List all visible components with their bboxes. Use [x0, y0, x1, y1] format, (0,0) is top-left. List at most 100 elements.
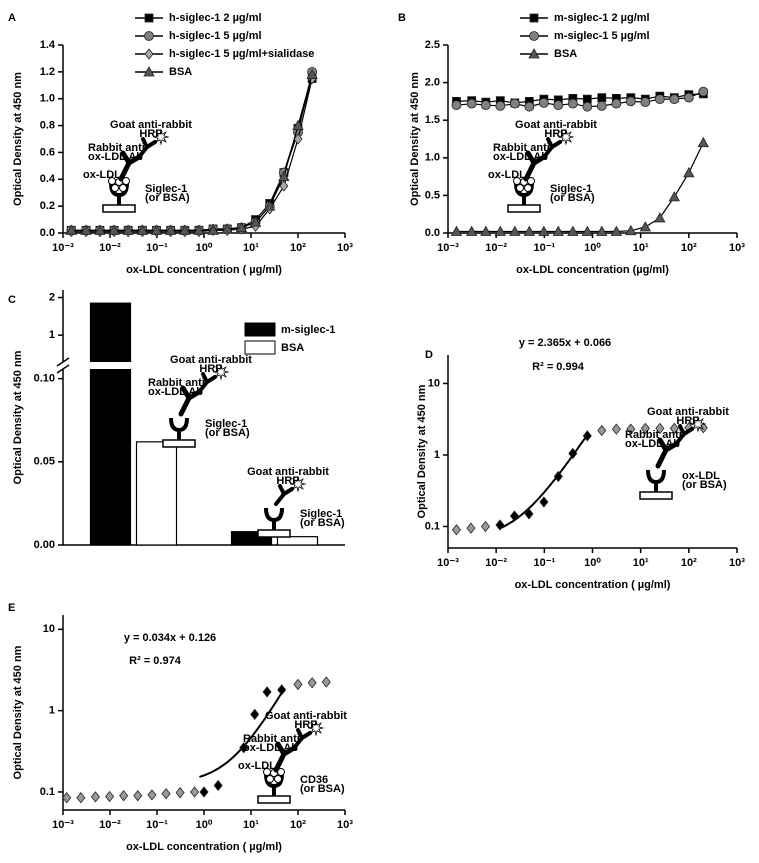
marker: [65, 224, 77, 235]
x-tick-label: 10⁻¹: [533, 242, 555, 254]
y-tick-label: 0.1: [425, 520, 440, 532]
x-tick-label: 10⁻²: [485, 557, 507, 569]
marker: [161, 788, 171, 800]
marker: [239, 742, 249, 754]
legend-swatch: [244, 340, 276, 355]
marker: [509, 225, 521, 236]
inset-label: ox-LDL Ab: [243, 742, 298, 754]
inset-label: Goat anti-rabbit: [110, 119, 192, 131]
marker: [179, 224, 191, 235]
inset-label: CD36: [300, 774, 328, 786]
marker: [539, 496, 549, 508]
marker: [207, 224, 219, 235]
inset-label: (or BSA): [682, 479, 727, 491]
marker: [62, 792, 72, 804]
inset-label: HRP: [544, 128, 567, 140]
marker: [654, 212, 666, 223]
marker: [221, 223, 233, 234]
x-tick-label: 10³: [729, 557, 745, 569]
marker: [175, 787, 185, 799]
marker: [90, 791, 100, 803]
marker: [80, 224, 92, 235]
legend-marker: [144, 13, 154, 23]
legend-marker: [144, 48, 154, 60]
marker: [524, 508, 534, 520]
inset-label: Siglec-1: [300, 508, 342, 520]
marker: [523, 225, 536, 236]
inset-label: HRP: [199, 363, 222, 375]
marker: [669, 94, 680, 105]
inset-label: ox-LDL Ab: [625, 438, 680, 450]
inset-label: ox-LDL: [238, 760, 276, 772]
x-tick-label: 10²: [290, 819, 306, 831]
y-tick-label: 1.0: [425, 152, 440, 164]
plate: [257, 795, 291, 804]
fit-r-squared: R² = 0.994: [532, 361, 585, 373]
secondary-antibody: [542, 137, 562, 159]
hrp-enzyme: [689, 415, 707, 433]
x-tick-label: 10²: [290, 242, 306, 254]
marker: [465, 225, 478, 236]
hrp-enzyme: [557, 128, 575, 146]
y-tick-label: 1.2: [40, 66, 55, 78]
ligand-particle: [513, 177, 521, 185]
marker: [480, 225, 492, 236]
marker: [568, 447, 578, 460]
marker: [235, 221, 248, 233]
marker: [147, 789, 157, 801]
inset-label: (or BSA): [145, 192, 190, 204]
marker: [509, 98, 520, 109]
x-axis-title: ox-LDL concentration ( µg/ml): [126, 264, 282, 276]
x-axis-title: ox-LDL concentration ( µg/ml): [515, 579, 671, 591]
x-axis-title: ox-LDL concentration ( µg/ml): [126, 841, 282, 853]
ligand-particle: [266, 775, 274, 783]
inset-label: HRP: [139, 128, 162, 140]
inset-label: ox-LDL Ab: [493, 151, 548, 163]
marker: [669, 422, 679, 435]
legend-marker: [143, 66, 155, 77]
legend-swatch: [244, 322, 276, 337]
x-tick-label: 10¹: [243, 242, 259, 254]
marker: [108, 224, 120, 235]
marker: [193, 224, 205, 235]
marker: [466, 98, 477, 109]
marker: [611, 98, 622, 109]
x-tick-label: 10⁻²: [485, 242, 507, 254]
x-tick-label: 10³: [337, 242, 353, 254]
panel-letter: C: [8, 294, 16, 306]
x-tick-label: 10³: [729, 242, 745, 254]
inset-label: Rabbit anti: [148, 377, 205, 389]
marker: [610, 225, 623, 236]
inset-label: ox-LDL Ab: [148, 386, 203, 398]
y-axis-title: Optical Density at 450 nm: [416, 384, 428, 518]
marker: [668, 191, 681, 202]
x-axis-title: ox-LDL concentration (µg/ml): [516, 264, 669, 276]
x-tick-label: 10⁻¹: [146, 242, 168, 254]
marker: [451, 100, 462, 111]
x-tick-label: 10⁻¹: [146, 819, 168, 831]
x-tick-label: 10⁻²: [99, 242, 121, 254]
secondary-antibody: [674, 424, 694, 446]
legend-label: BSA: [169, 66, 192, 78]
panel-letter: B: [398, 12, 406, 24]
plate: [639, 491, 673, 500]
y-tick-label: 1.5: [425, 114, 440, 126]
marker: [567, 98, 578, 109]
x-tick-label: 10⁰: [584, 557, 601, 569]
marker: [213, 779, 223, 792]
ligand-particle: [524, 184, 532, 192]
marker: [450, 225, 463, 236]
y-tick-label: 0.0: [40, 227, 55, 239]
marker: [190, 786, 200, 798]
inset-label: ox-LDL: [83, 169, 121, 181]
inset-label: Rabbit anti: [243, 733, 300, 745]
marker: [150, 224, 163, 235]
inset-label: (or BSA): [300, 783, 345, 795]
marker: [264, 200, 276, 211]
marker: [76, 792, 86, 804]
x-tick-label: 10³: [337, 819, 353, 831]
marker: [597, 424, 607, 437]
legend-label: m-siglec-1 2 µg/ml: [554, 12, 650, 24]
